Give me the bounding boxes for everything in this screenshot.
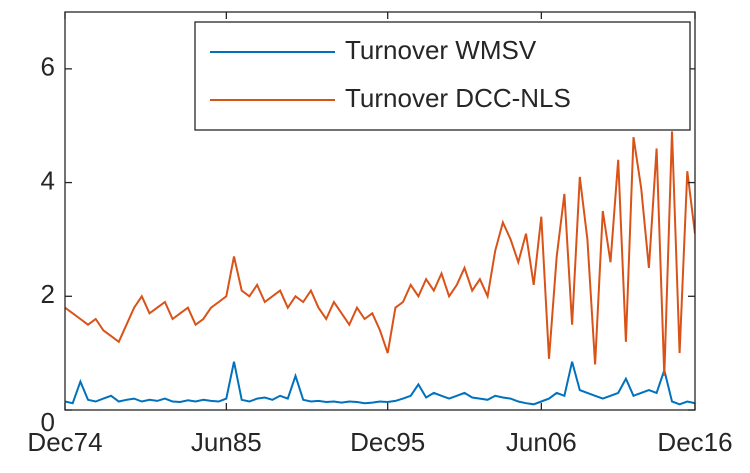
data-line xyxy=(65,361,695,406)
x-tick-label: Dec16 xyxy=(657,427,732,457)
data-line xyxy=(65,131,695,376)
axes-box xyxy=(64,11,696,411)
y-tick-label: 6 xyxy=(41,52,55,82)
legend: Turnover WMSV Turnover DCC-NLS xyxy=(194,21,691,131)
y-tick-label: 2 xyxy=(41,279,55,309)
x-tick-label: Jun06 xyxy=(506,427,577,457)
legend-label: Turnover WMSV xyxy=(345,35,537,65)
legend-label: Turnover DCC-NLS xyxy=(345,83,571,113)
x-tick-label: Jun85 xyxy=(191,427,262,457)
legend-box xyxy=(194,21,691,131)
y-tick-label: 4 xyxy=(41,165,55,195)
x-tick-label: Dec74 xyxy=(27,427,102,457)
x-tick-label: Dec95 xyxy=(350,427,425,457)
y-tick-label: 0 xyxy=(41,407,55,437)
